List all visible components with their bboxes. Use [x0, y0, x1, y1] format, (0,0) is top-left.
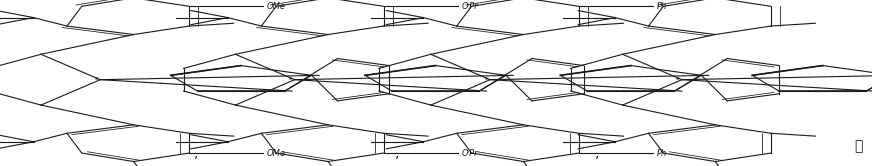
Text: *: * [95, 77, 99, 83]
Text: OMe: OMe [267, 149, 286, 158]
Text: ,: , [394, 146, 399, 160]
Text: Ph: Ph [657, 149, 667, 158]
Text: ,: , [194, 146, 199, 160]
Text: 或: 或 [855, 139, 863, 153]
Text: OⁱPr: OⁱPr [461, 2, 478, 11]
Text: Ph: Ph [657, 2, 667, 11]
Text: OMe: OMe [267, 2, 286, 11]
Text: *: * [677, 77, 680, 83]
Text: OⁱPr: OⁱPr [461, 149, 478, 158]
Text: *: * [485, 77, 488, 83]
Text: *: * [290, 77, 293, 83]
Text: ,: , [595, 146, 600, 160]
